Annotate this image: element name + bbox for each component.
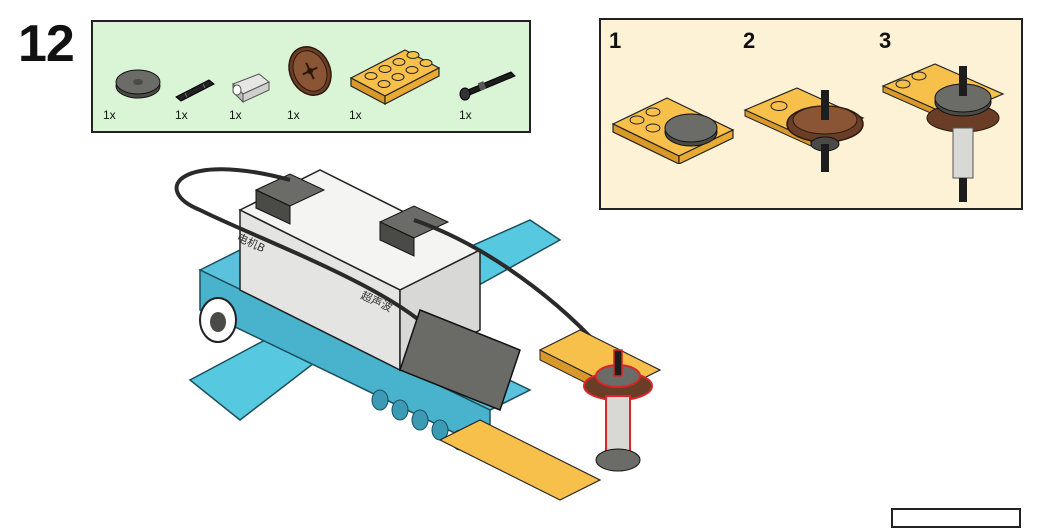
part-qty: 1x — [349, 108, 362, 122]
sub-step-number: 2 — [743, 28, 756, 53]
bush-icon — [227, 70, 273, 109]
step-number: 12 — [18, 15, 75, 73]
sub-step-number: 1 — [609, 28, 622, 53]
main-model-illustration: 电机B 超声波 — [140, 150, 700, 515]
part-qty: 1x — [175, 108, 188, 122]
sub-step-3-illustration — [879, 56, 1019, 211]
black-axle-icon — [173, 77, 217, 108]
parts-list-box: 1x 1x 1x 1x — [91, 20, 531, 133]
part-qty: 1x — [229, 108, 242, 122]
axle-pin-icon — [455, 66, 519, 107]
yellow-plate-icon — [347, 44, 443, 113]
round-tile-icon — [113, 68, 163, 107]
crown-gear-icon — [285, 42, 335, 105]
sub-step-2-illustration — [741, 80, 871, 185]
part-qty: 1x — [459, 108, 472, 122]
corner-frame — [891, 508, 1021, 528]
sub-step-1-illustration — [609, 84, 739, 169]
sub-assembly-box: 1 2 3 — [599, 18, 1023, 210]
part-qty: 1x — [103, 108, 116, 122]
sub-step-number: 3 — [879, 28, 892, 53]
part-qty: 1x — [287, 108, 300, 122]
